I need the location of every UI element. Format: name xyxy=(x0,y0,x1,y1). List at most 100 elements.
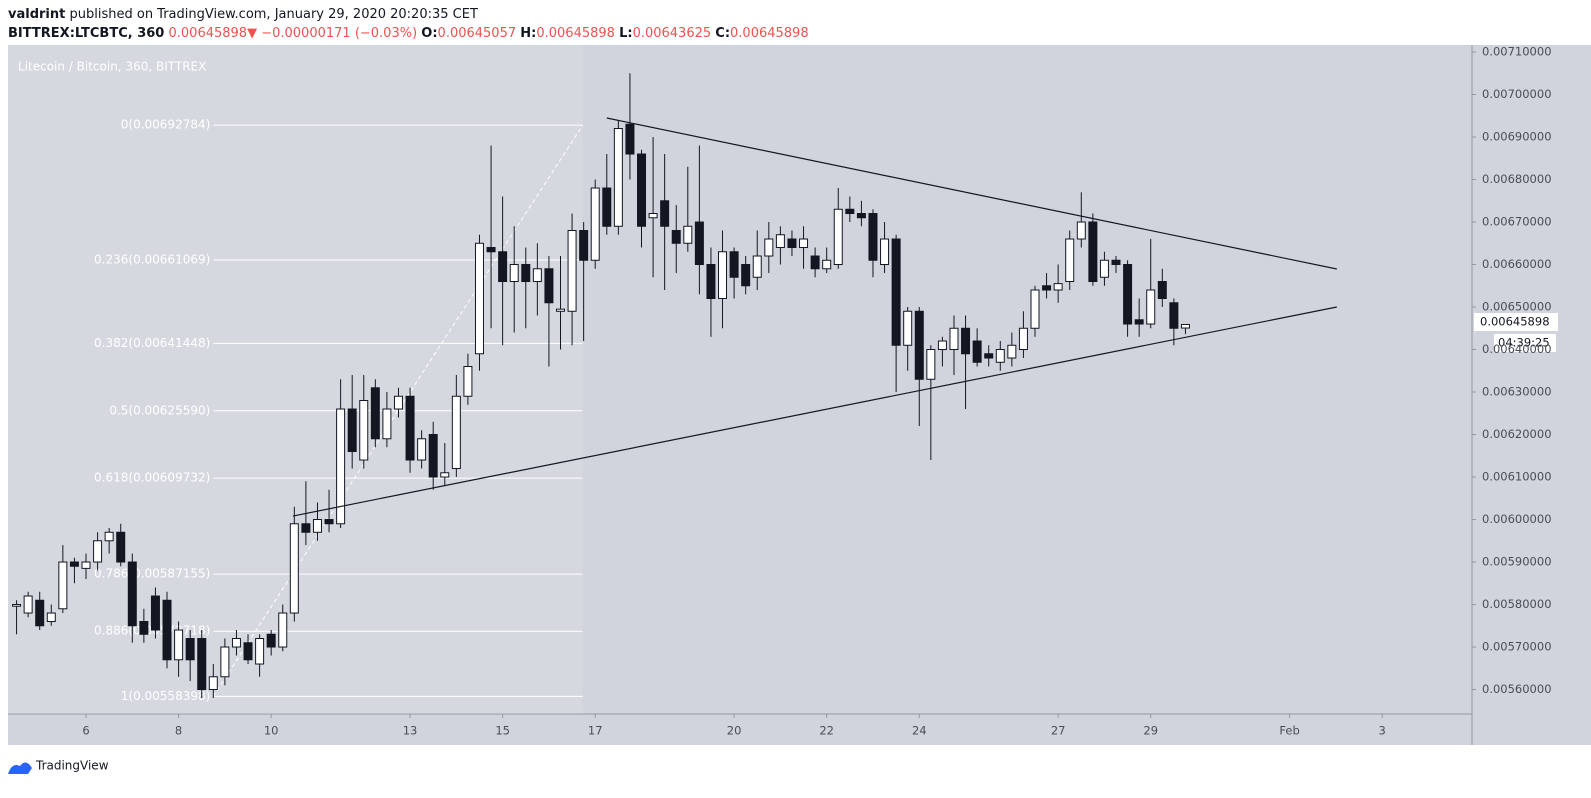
candle-body xyxy=(880,238,890,266)
l-label: L: xyxy=(619,26,632,41)
y-tick-label: 0.00580000 xyxy=(1482,597,1552,611)
y-tick-label: 0.00700000 xyxy=(1482,87,1552,101)
countdown: 04:39:25 xyxy=(1498,336,1550,350)
candle-body xyxy=(81,561,91,569)
candle-body xyxy=(521,264,531,283)
candle-body xyxy=(694,221,704,266)
candle-body xyxy=(532,268,542,283)
candle-body xyxy=(127,561,137,627)
candle-body xyxy=(833,208,843,266)
candle-body xyxy=(764,238,774,257)
candle-body xyxy=(463,366,473,397)
candle-body xyxy=(1111,259,1121,266)
candle-body xyxy=(741,264,751,287)
candle-body xyxy=(718,251,728,300)
brand: TradingView xyxy=(35,759,109,773)
x-tick-label: Feb xyxy=(1279,724,1299,738)
symbol: BITTREX:LTCBTC, 360 xyxy=(8,26,164,41)
y-tick-label: 0.00660000 xyxy=(1482,257,1552,271)
candle-body xyxy=(972,340,982,363)
candle-body xyxy=(243,642,253,661)
candle-body xyxy=(185,638,195,661)
candle-body xyxy=(891,238,901,346)
y-tick-label: 0.00630000 xyxy=(1482,385,1552,399)
candle-body xyxy=(336,408,346,525)
candle-body xyxy=(1065,238,1075,283)
candle-body xyxy=(729,251,739,278)
candle-body xyxy=(104,531,114,542)
candle-body xyxy=(914,310,924,380)
candle-body xyxy=(868,213,878,261)
candle-body xyxy=(613,128,623,227)
candle-body xyxy=(289,523,299,614)
published: published on TradingView.com, January 29… xyxy=(70,7,478,22)
candle-body xyxy=(1088,221,1098,283)
candle-body xyxy=(93,540,103,563)
x-tick-label: 8 xyxy=(175,724,182,738)
candle-body xyxy=(579,230,589,261)
fib-trend xyxy=(212,124,584,697)
candle-body xyxy=(1053,283,1063,291)
x-tick-label: 17 xyxy=(588,724,603,738)
candle-body xyxy=(370,387,380,440)
y-tick-label: 0.00710000 xyxy=(1482,45,1552,59)
candle-body xyxy=(1018,327,1028,351)
candle-body xyxy=(162,599,172,661)
fib-label: 0.618(0.00609732) xyxy=(94,471,210,485)
candle-body xyxy=(1042,285,1052,291)
candle-body xyxy=(301,523,311,533)
candle-body xyxy=(648,213,658,219)
y-tick-label: 0.00640000 xyxy=(1482,342,1552,356)
x-tick-label: 6 xyxy=(82,724,89,738)
candle-body xyxy=(359,400,369,461)
y-tick-label: 0.00650000 xyxy=(1482,300,1552,314)
candle-body xyxy=(498,251,508,283)
candle-body xyxy=(46,612,56,623)
candle-body xyxy=(787,238,797,249)
change: −0.00000171 (−0.03%) xyxy=(261,26,417,41)
plot-background xyxy=(8,45,1472,714)
logo-icon xyxy=(8,762,32,774)
candle-body xyxy=(12,604,22,607)
price-label: 0.00645898 xyxy=(1480,315,1550,329)
candle-body xyxy=(683,225,693,244)
candle-body xyxy=(139,621,149,635)
candle-body xyxy=(1076,221,1086,240)
candle-body xyxy=(393,395,403,410)
candle-body xyxy=(1146,289,1156,325)
candle-body xyxy=(856,213,866,219)
candle-body xyxy=(174,629,184,661)
candle-body xyxy=(706,264,716,300)
candle-body xyxy=(752,255,762,278)
candle-body xyxy=(1180,323,1190,329)
candle-body xyxy=(58,561,68,610)
candle-body xyxy=(197,638,207,691)
h: 0.00645898 xyxy=(536,26,615,41)
candle-body xyxy=(903,310,913,346)
fib-label: 1(0.00558398) xyxy=(121,689,211,703)
countdown-box xyxy=(1494,334,1556,352)
candle-body xyxy=(556,308,566,312)
plot: 0(0.00692784) 0.236(0.00661069) 0.382(0.00… xyxy=(8,45,1337,714)
fib-label: 0.5(0.00625590) xyxy=(109,403,210,417)
author: valdrint xyxy=(8,7,65,22)
candle-body xyxy=(116,531,126,563)
candle-body xyxy=(440,472,450,478)
y-tick-label: 0.00570000 xyxy=(1482,640,1552,654)
y-tick-label: 0.00670000 xyxy=(1482,215,1552,229)
candle-body xyxy=(35,599,45,627)
y-tick-label: 0.00690000 xyxy=(1482,130,1552,144)
fib-label: 0.236(0.00661069) xyxy=(94,252,210,266)
candle-body xyxy=(567,230,577,312)
candle-body xyxy=(544,268,554,304)
x-tick-label: 15 xyxy=(495,724,510,738)
candle-body xyxy=(417,438,427,461)
candle-body xyxy=(69,561,79,567)
candle-body xyxy=(926,349,936,380)
fib-label: 0.382(0.00641448) xyxy=(94,336,210,350)
candle-body xyxy=(509,264,519,283)
candle-body xyxy=(810,255,820,270)
last: 0.00645898 xyxy=(169,26,248,41)
candle-body xyxy=(1099,259,1109,278)
